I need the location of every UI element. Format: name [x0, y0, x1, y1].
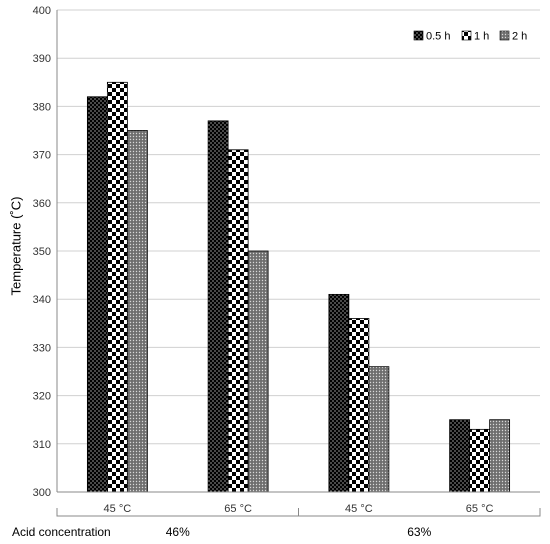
bar-0_5h-cat2	[328, 293, 350, 493]
x-tick-label: 45 °C	[345, 503, 373, 515]
bar-2h-cat2	[368, 366, 390, 493]
y-tick-label: 400	[33, 5, 51, 17]
y-tick-label: 340	[33, 294, 51, 306]
group-label: 46%	[166, 525, 190, 539]
bars	[86, 81, 511, 493]
legend-swatch	[499, 30, 510, 41]
bar-2h-cat3	[489, 419, 511, 493]
bar-1h-cat3	[469, 428, 491, 493]
group-label: 63%	[407, 525, 431, 539]
x-tick-label: 65 °C	[466, 503, 494, 515]
group-bracket	[56, 508, 299, 517]
bar-0_5h-cat3	[449, 419, 471, 493]
bar-2h-cat1	[247, 250, 269, 493]
legend-swatch	[413, 30, 424, 41]
y-tick-label: 380	[33, 101, 51, 113]
axes: 300 310 320 330 340 350 360 370 380 390 400 45 °C 65…	[33, 5, 541, 539]
group-bracket	[298, 508, 541, 517]
legend: 0.5 h 1 h 2 h	[413, 30, 527, 43]
bar-1h-cat1	[227, 149, 249, 493]
legend-label: 0.5 h	[426, 31, 450, 43]
bar-2h-cat0	[126, 130, 148, 493]
legend-swatch	[461, 30, 472, 41]
x-tick-label: 65 °C	[224, 503, 252, 515]
y-tick-label: 350	[33, 246, 51, 258]
y-tick-label: 360	[33, 198, 51, 210]
legend-label: 2 h	[512, 31, 527, 43]
y-tick-label: 320	[33, 391, 51, 403]
bar-1h-cat0	[106, 81, 128, 493]
group-axis-label: Acid concentration	[12, 525, 111, 539]
bar-0_5h-cat0	[86, 96, 108, 493]
y-tick-label: 300	[33, 487, 51, 499]
y-tick-label: 370	[33, 150, 51, 162]
bar-0_5h-cat1	[207, 120, 229, 493]
y-axis-label: Temperature (˚C)	[8, 197, 23, 296]
legend-label: 1 h	[474, 31, 489, 43]
x-tick-label: 45 °C	[104, 503, 132, 515]
y-tick-label: 310	[33, 439, 51, 451]
bar-1h-cat2	[348, 318, 370, 493]
y-tick-label: 330	[33, 342, 51, 354]
y-tick-label: 390	[33, 53, 51, 65]
